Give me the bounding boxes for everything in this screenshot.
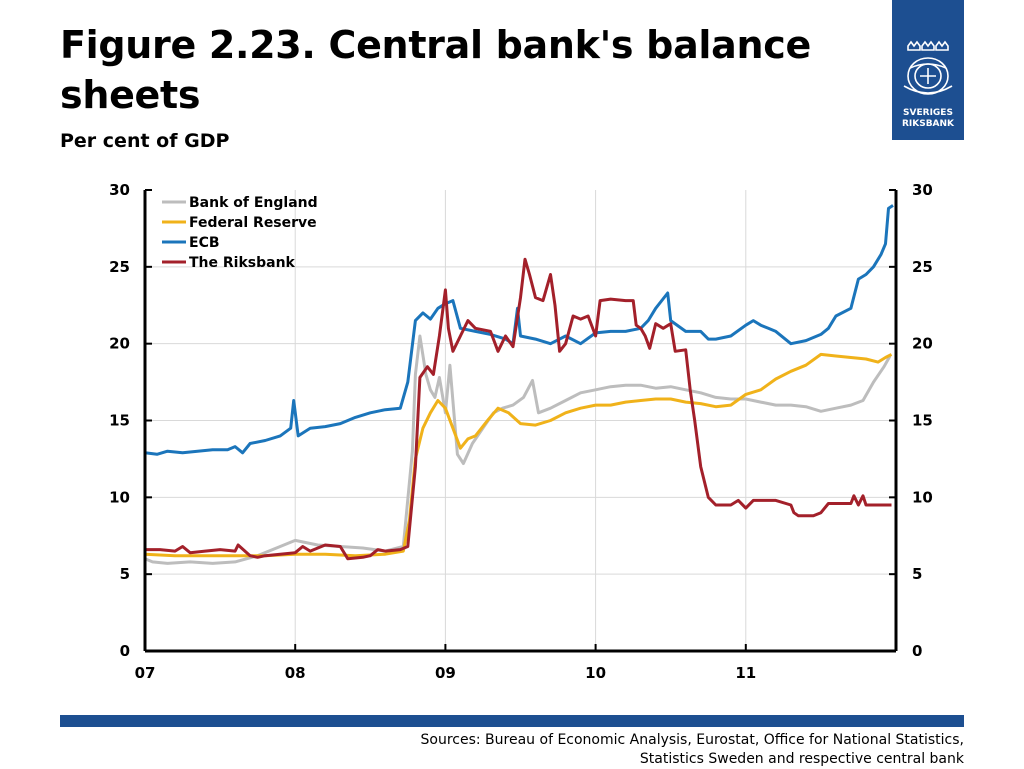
logo-line-1: SVERIGES — [903, 108, 953, 118]
legend-label-3: The Riksbank — [189, 255, 296, 271]
legend-label-2: ECB — [189, 235, 220, 251]
y-tick-label-right-30: 30 — [912, 181, 933, 199]
series-lines — [144, 204, 894, 565]
legend-label-0: Bank of England — [189, 195, 318, 211]
y-tick-label-left-10: 10 — [109, 488, 130, 506]
source-note: Sources: Bureau of Economic Analysis, Eu… — [420, 732, 964, 767]
grid — [145, 190, 896, 651]
logo-line-2: RIKSBANK — [901, 119, 955, 129]
y-tick-label-left-5: 5 — [120, 565, 130, 583]
y-tick-label-right-5: 5 — [912, 565, 922, 583]
series-line-3 — [145, 257, 892, 561]
series-line-0 — [144, 334, 892, 565]
series-line-1 — [144, 352, 893, 558]
y-tick-label-right-10: 10 — [912, 488, 933, 506]
y-tick-label-right-0: 0 — [912, 642, 922, 660]
y-tick-label-right-25: 25 — [912, 258, 933, 276]
x-tick-label-08: 08 — [285, 664, 306, 682]
x-tick-label-11: 11 — [735, 664, 756, 682]
axes — [143, 189, 898, 653]
y-tick-label-right-20: 20 — [912, 335, 933, 353]
tick-labels: 0 0 5 5 10 10 15 15 20 20 25 25 30 30 07 08 09 10 11 — [109, 181, 933, 682]
page-title: Figure 2.23. Central bank's balance shee… — [60, 23, 811, 117]
y-tick-label-left-25: 25 — [109, 258, 130, 276]
y-tick-label-left-15: 15 — [109, 412, 130, 430]
x-tick-label-07: 07 — [135, 664, 156, 682]
y-tick-label-left-0: 0 — [120, 642, 130, 660]
y-tick-label-left-30: 30 — [109, 181, 130, 199]
legend-label-1: Federal Reserve — [189, 215, 317, 231]
riksbank-crest-icon — [903, 40, 953, 95]
line-chart: 0 0 5 5 10 10 15 15 20 20 25 25 30 30 07 08 09 10 11 Bank … — [109, 181, 933, 682]
footer-rule — [60, 715, 964, 727]
x-tick-label-10: 10 — [585, 664, 606, 682]
page-subtitle: Per cent of GDP — [60, 130, 230, 152]
x-tick-label-09: 09 — [435, 664, 456, 682]
series-line-2 — [144, 204, 894, 456]
legend: Bank of England Federal Reserve ECB The Rik… — [162, 195, 318, 271]
y-tick-label-right-15: 15 — [912, 412, 933, 430]
riksbank-logo: SVERIGES RIKSBANK — [892, 0, 964, 140]
y-tick-label-left-20: 20 — [109, 335, 130, 353]
